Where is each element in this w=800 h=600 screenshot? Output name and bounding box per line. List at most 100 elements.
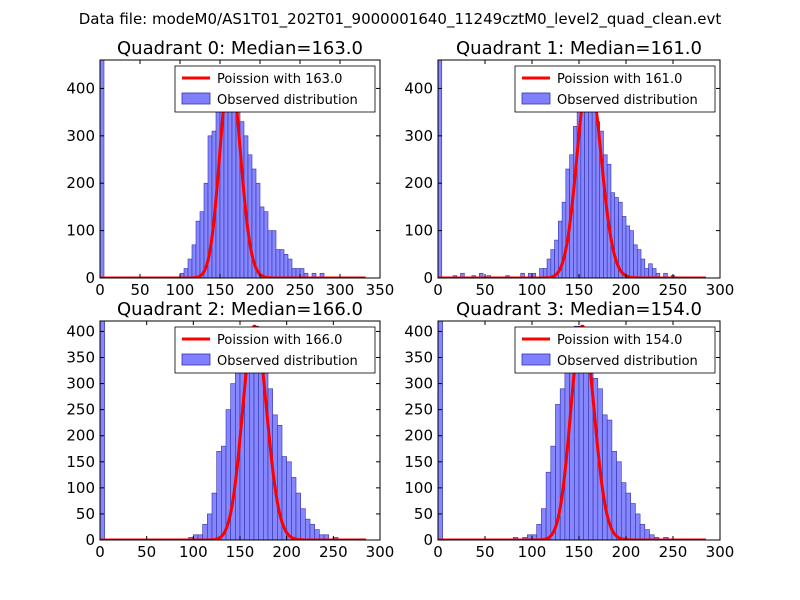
histogram-bar <box>287 258 293 278</box>
histogram-bar <box>187 258 193 278</box>
histogram-bar <box>283 254 289 278</box>
y-tick-label: 0 <box>423 269 433 287</box>
x-tick-label: 200 <box>612 543 641 561</box>
legend: Poission with 166.0 Observed distribution <box>174 326 376 374</box>
histogram-bar <box>263 211 269 278</box>
y-tick-label: 350 <box>66 349 95 367</box>
histogram-bar <box>550 249 555 278</box>
histogram-bar <box>258 357 264 540</box>
x-tick-label: 200 <box>246 281 275 299</box>
histogram-bar <box>545 471 552 540</box>
histogram-bar <box>202 524 208 540</box>
x-tick-label: 50 <box>130 281 149 299</box>
histogram-bar <box>279 249 285 278</box>
x-tick-label: 200 <box>612 281 641 299</box>
quadrant-panel-3: 0 50 100 150 200 250 300 0 50 100 150 200 250 300 350 4… <box>404 299 734 561</box>
histogram-bar <box>300 508 306 540</box>
y-tick-label: 50 <box>76 505 95 523</box>
x-tick-label: 350 <box>366 281 395 299</box>
legend-hist-label: Observed distribution <box>217 354 358 369</box>
y-tick-label: 0 <box>423 531 433 549</box>
y-tick-label: 0 <box>85 269 95 287</box>
histogram-bar <box>635 513 641 540</box>
legend-hist-label: Observed distribution <box>557 93 698 108</box>
histogram-bar <box>211 492 217 540</box>
histogram-bar <box>216 451 222 540</box>
histogram-bar <box>191 244 197 278</box>
y-tick-label: 200 <box>404 174 433 192</box>
y-tick-label: 250 <box>404 401 433 419</box>
legend-hist-swatch <box>181 353 211 366</box>
histogram-bar <box>625 492 631 540</box>
y-tick-label: 300 <box>66 127 95 145</box>
histogram-bar <box>625 225 631 278</box>
y-tick-label: 150 <box>404 453 433 471</box>
y-tick-label: 100 <box>66 479 95 497</box>
y-tick-label: 200 <box>66 174 95 192</box>
histogram-bar <box>255 182 261 278</box>
histogram-bar <box>199 211 205 278</box>
y-tick-label: 400 <box>66 79 95 97</box>
poisson-curve <box>438 324 706 540</box>
histogram-bar <box>559 388 566 540</box>
x-tick-label: 300 <box>706 281 735 299</box>
histogram-bar <box>286 461 292 540</box>
histogram-bar <box>640 258 646 278</box>
x-tick-label: 0 <box>95 543 105 561</box>
histogram-bar <box>247 154 253 278</box>
histogram-bar <box>536 524 542 540</box>
histogram-bar <box>207 513 213 540</box>
histogram-bar <box>291 477 297 540</box>
figure-suptitle: Data file: modeM0/AS1T01_202T01_90000016… <box>79 10 722 29</box>
x-tick-label: 250 <box>659 543 688 561</box>
x-tick-label: 250 <box>659 281 688 299</box>
histogram-bar <box>648 263 653 278</box>
x-tick-label: 150 <box>226 543 255 561</box>
legend-hist-swatch <box>181 92 211 105</box>
x-tick-label: 0 <box>433 281 443 299</box>
histogram-bar <box>636 249 642 278</box>
y-tick-label: 350 <box>404 349 433 367</box>
x-tick-label: 100 <box>518 281 547 299</box>
histogram-bar <box>309 524 315 540</box>
x-tick-label: 50 <box>475 543 494 561</box>
histogram-bar <box>221 445 227 540</box>
histogram-bar <box>314 529 320 540</box>
y-tick-label: 400 <box>404 322 433 340</box>
panel-title: Quadrant 0: Median=163.0 <box>117 38 363 59</box>
poisson-curve <box>438 72 706 278</box>
histogram-bar <box>195 220 201 278</box>
histogram-bar <box>639 524 646 540</box>
y-tick-label: 300 <box>66 375 95 393</box>
histogram-bar <box>621 216 627 278</box>
histogram-bar <box>271 230 277 278</box>
quadrant-panel-0: 0 50 100 150 200 250 300 350 0 100 200 300 400 Quadra… <box>66 38 394 299</box>
y-tick-label: 200 <box>404 427 433 445</box>
legend-poisson-label: Poission with 166.0 <box>217 333 342 348</box>
histogram-bar <box>546 258 552 278</box>
histogram-bar <box>620 482 627 540</box>
histogram-bar <box>629 230 634 278</box>
legend: Poission with 163.0 Observed distribution <box>174 65 376 113</box>
plot-area <box>100 321 366 540</box>
y-tick-label: 0 <box>85 531 95 549</box>
histogram-bar <box>438 321 443 540</box>
histogram-bar <box>295 492 301 540</box>
histogram-bar <box>275 249 281 278</box>
axes-frame <box>99 59 381 279</box>
y-tick-label: 200 <box>66 427 95 445</box>
x-tick-label: 100 <box>166 281 195 299</box>
x-tick-label: 250 <box>286 281 315 299</box>
legend-poisson-label: Poission with 163.0 <box>217 72 342 87</box>
legend-hist-swatch <box>521 353 551 366</box>
y-tick-label: 100 <box>66 222 95 240</box>
legend-hist-swatch <box>521 92 551 105</box>
legend-poisson-label: Poission with 154.0 <box>557 333 682 348</box>
x-tick-label: 100 <box>518 543 547 561</box>
histogram-bar <box>644 529 650 540</box>
x-tick-label: 100 <box>179 543 208 561</box>
histogram-bar <box>267 230 273 278</box>
x-tick-label: 150 <box>565 281 594 299</box>
y-tick-label: 100 <box>404 479 433 497</box>
